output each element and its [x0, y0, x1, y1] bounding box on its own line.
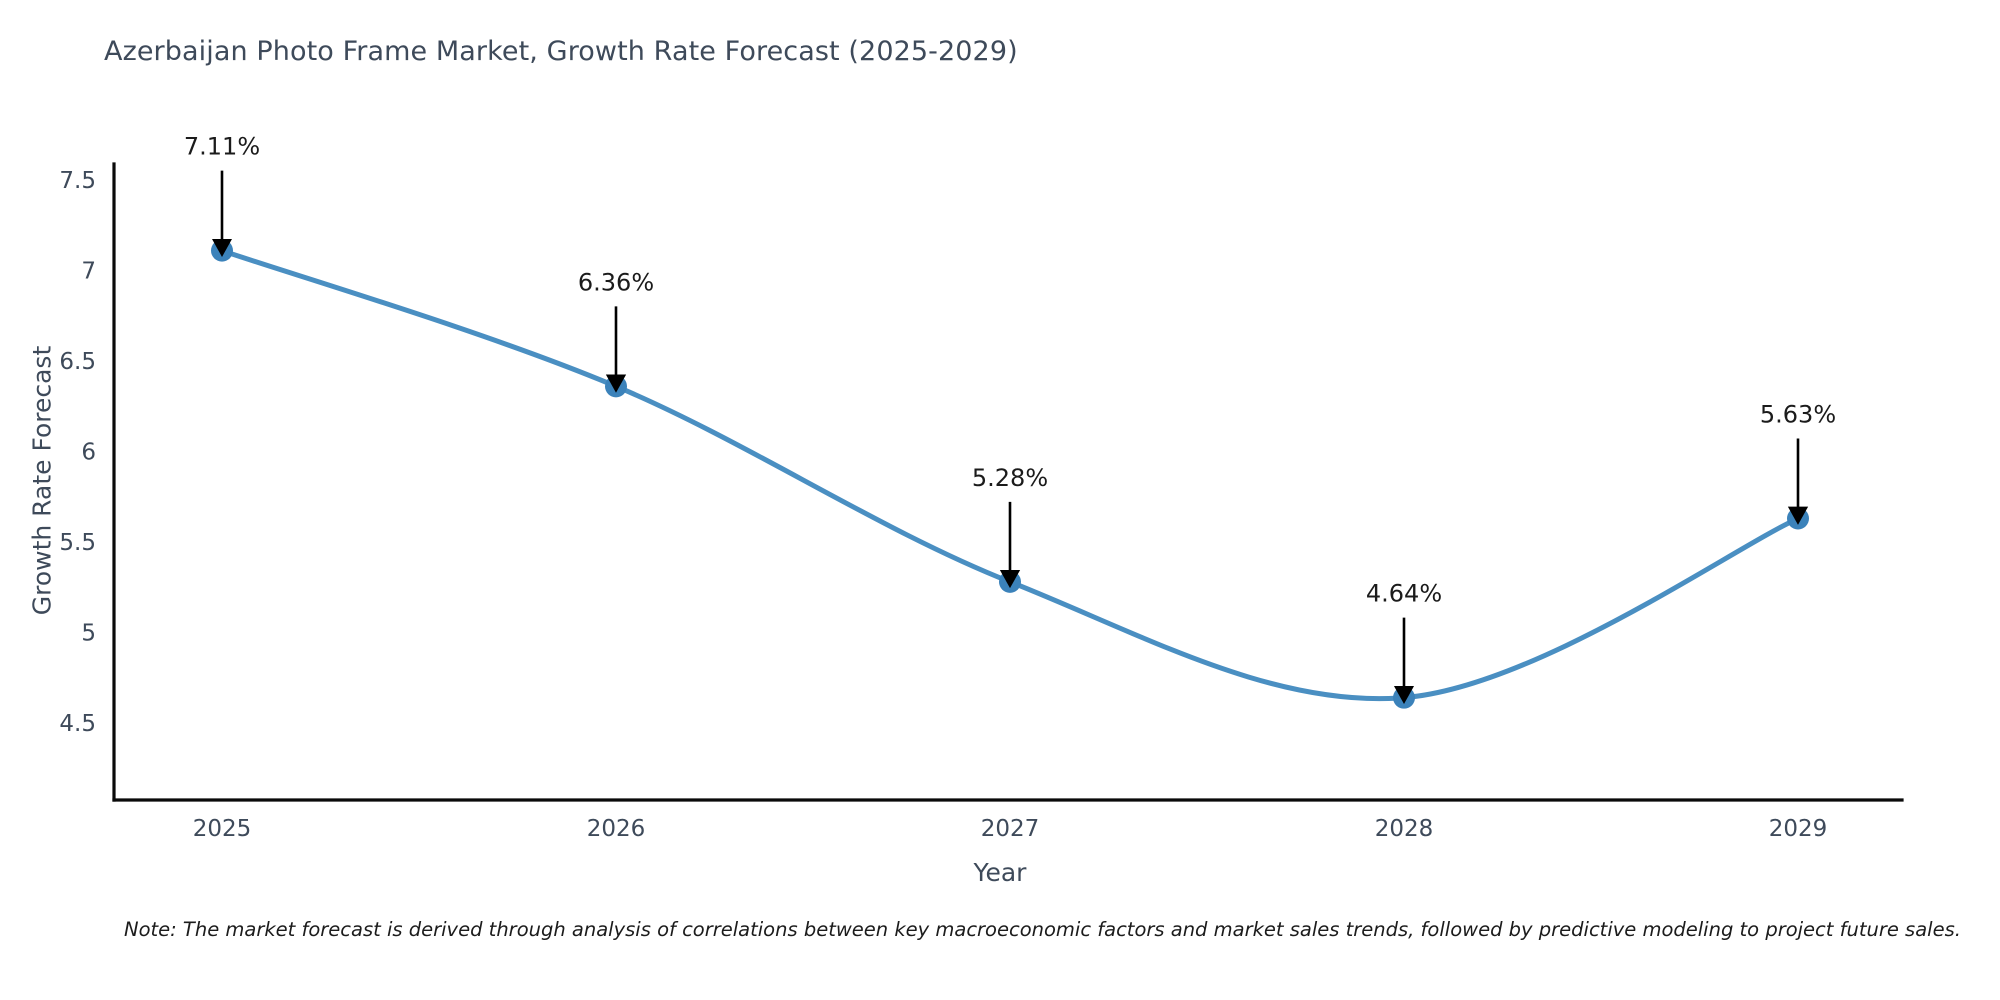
y-axis-title: Growth Rate Forecast — [27, 345, 57, 616]
data-point-label: 5.63% — [1760, 400, 1836, 428]
x-tick-label: 2028 — [1375, 816, 1434, 842]
y-tick-label: 6.5 — [59, 349, 96, 375]
y-tick-label: 5 — [81, 621, 96, 647]
y-tick-label: 4.5 — [59, 711, 96, 737]
chart-title: Azerbaijan Photo Frame Market, Growth Ra… — [104, 36, 1018, 67]
x-tick-label: 2027 — [981, 816, 1040, 842]
chart-note: Note: The market forecast is derived thr… — [124, 918, 1961, 941]
data-point-annotations: 7.11% 6.36% 5.28% 4.64% 5.63% — [184, 133, 1836, 705]
data-point-label: 4.64% — [1366, 580, 1442, 608]
y-tick-label: 7 — [81, 259, 96, 285]
x-axis-title: Year — [973, 858, 1027, 887]
data-point-label: 6.36% — [578, 268, 654, 296]
x-tick-label: 2025 — [193, 816, 252, 842]
y-tick-label: 6 — [81, 440, 96, 466]
x-tick-label: 2029 — [1769, 816, 1828, 842]
data-point-label: 5.28% — [972, 464, 1048, 492]
y-tick-label: 5.5 — [59, 530, 96, 556]
data-point-label: 7.11% — [184, 133, 260, 161]
x-axis-tick-labels: 2025 2026 2027 2028 2029 — [193, 816, 1828, 842]
x-tick-label: 2026 — [587, 816, 646, 842]
y-tick-label: 7.5 — [59, 168, 96, 194]
y-axis-tick-labels: 7.5 7 6.5 6 5.5 5 4.5 — [59, 168, 96, 737]
